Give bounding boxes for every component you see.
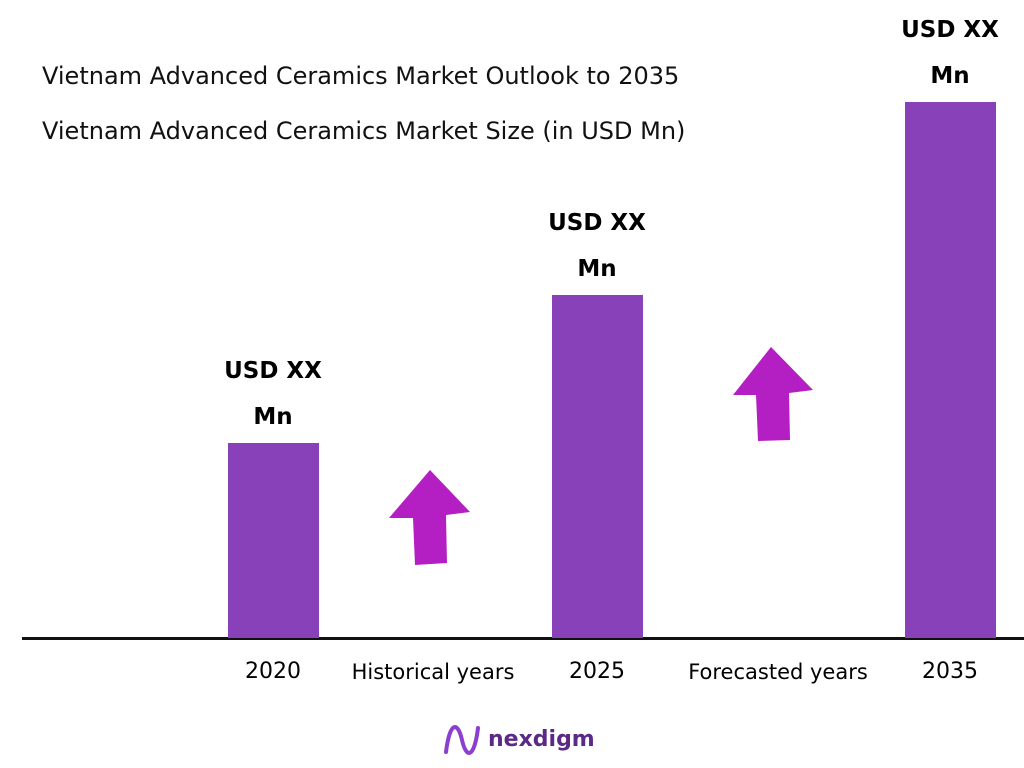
- bar: [551, 295, 643, 638]
- brand: nexdigm: [488, 727, 595, 752]
- value-label: USD XX Mn: [224, 358, 322, 430]
- arrow-up: [389, 470, 470, 565]
- annotation: Historical years: [351, 660, 515, 684]
- baseline: [22, 637, 1024, 640]
- bar: [227, 443, 319, 638]
- chart-subtitle: Vietnam Advanced Ceramics Market Size (i…: [42, 117, 686, 145]
- chart-title: Vietnam Advanced Ceramics Market Outlook…: [42, 62, 680, 90]
- x-tick-label: 2035: [922, 659, 978, 684]
- arrow-up: [733, 347, 813, 441]
- x-tick-label: 2025: [569, 659, 625, 684]
- bar: [904, 102, 996, 638]
- value-label: USD XX Mn: [901, 17, 999, 89]
- annotation: Forecasted years: [688, 660, 868, 684]
- logo-icon: [444, 725, 480, 755]
- x-tick-label: 2020: [245, 659, 301, 684]
- value-label: USD XX Mn: [548, 210, 646, 282]
